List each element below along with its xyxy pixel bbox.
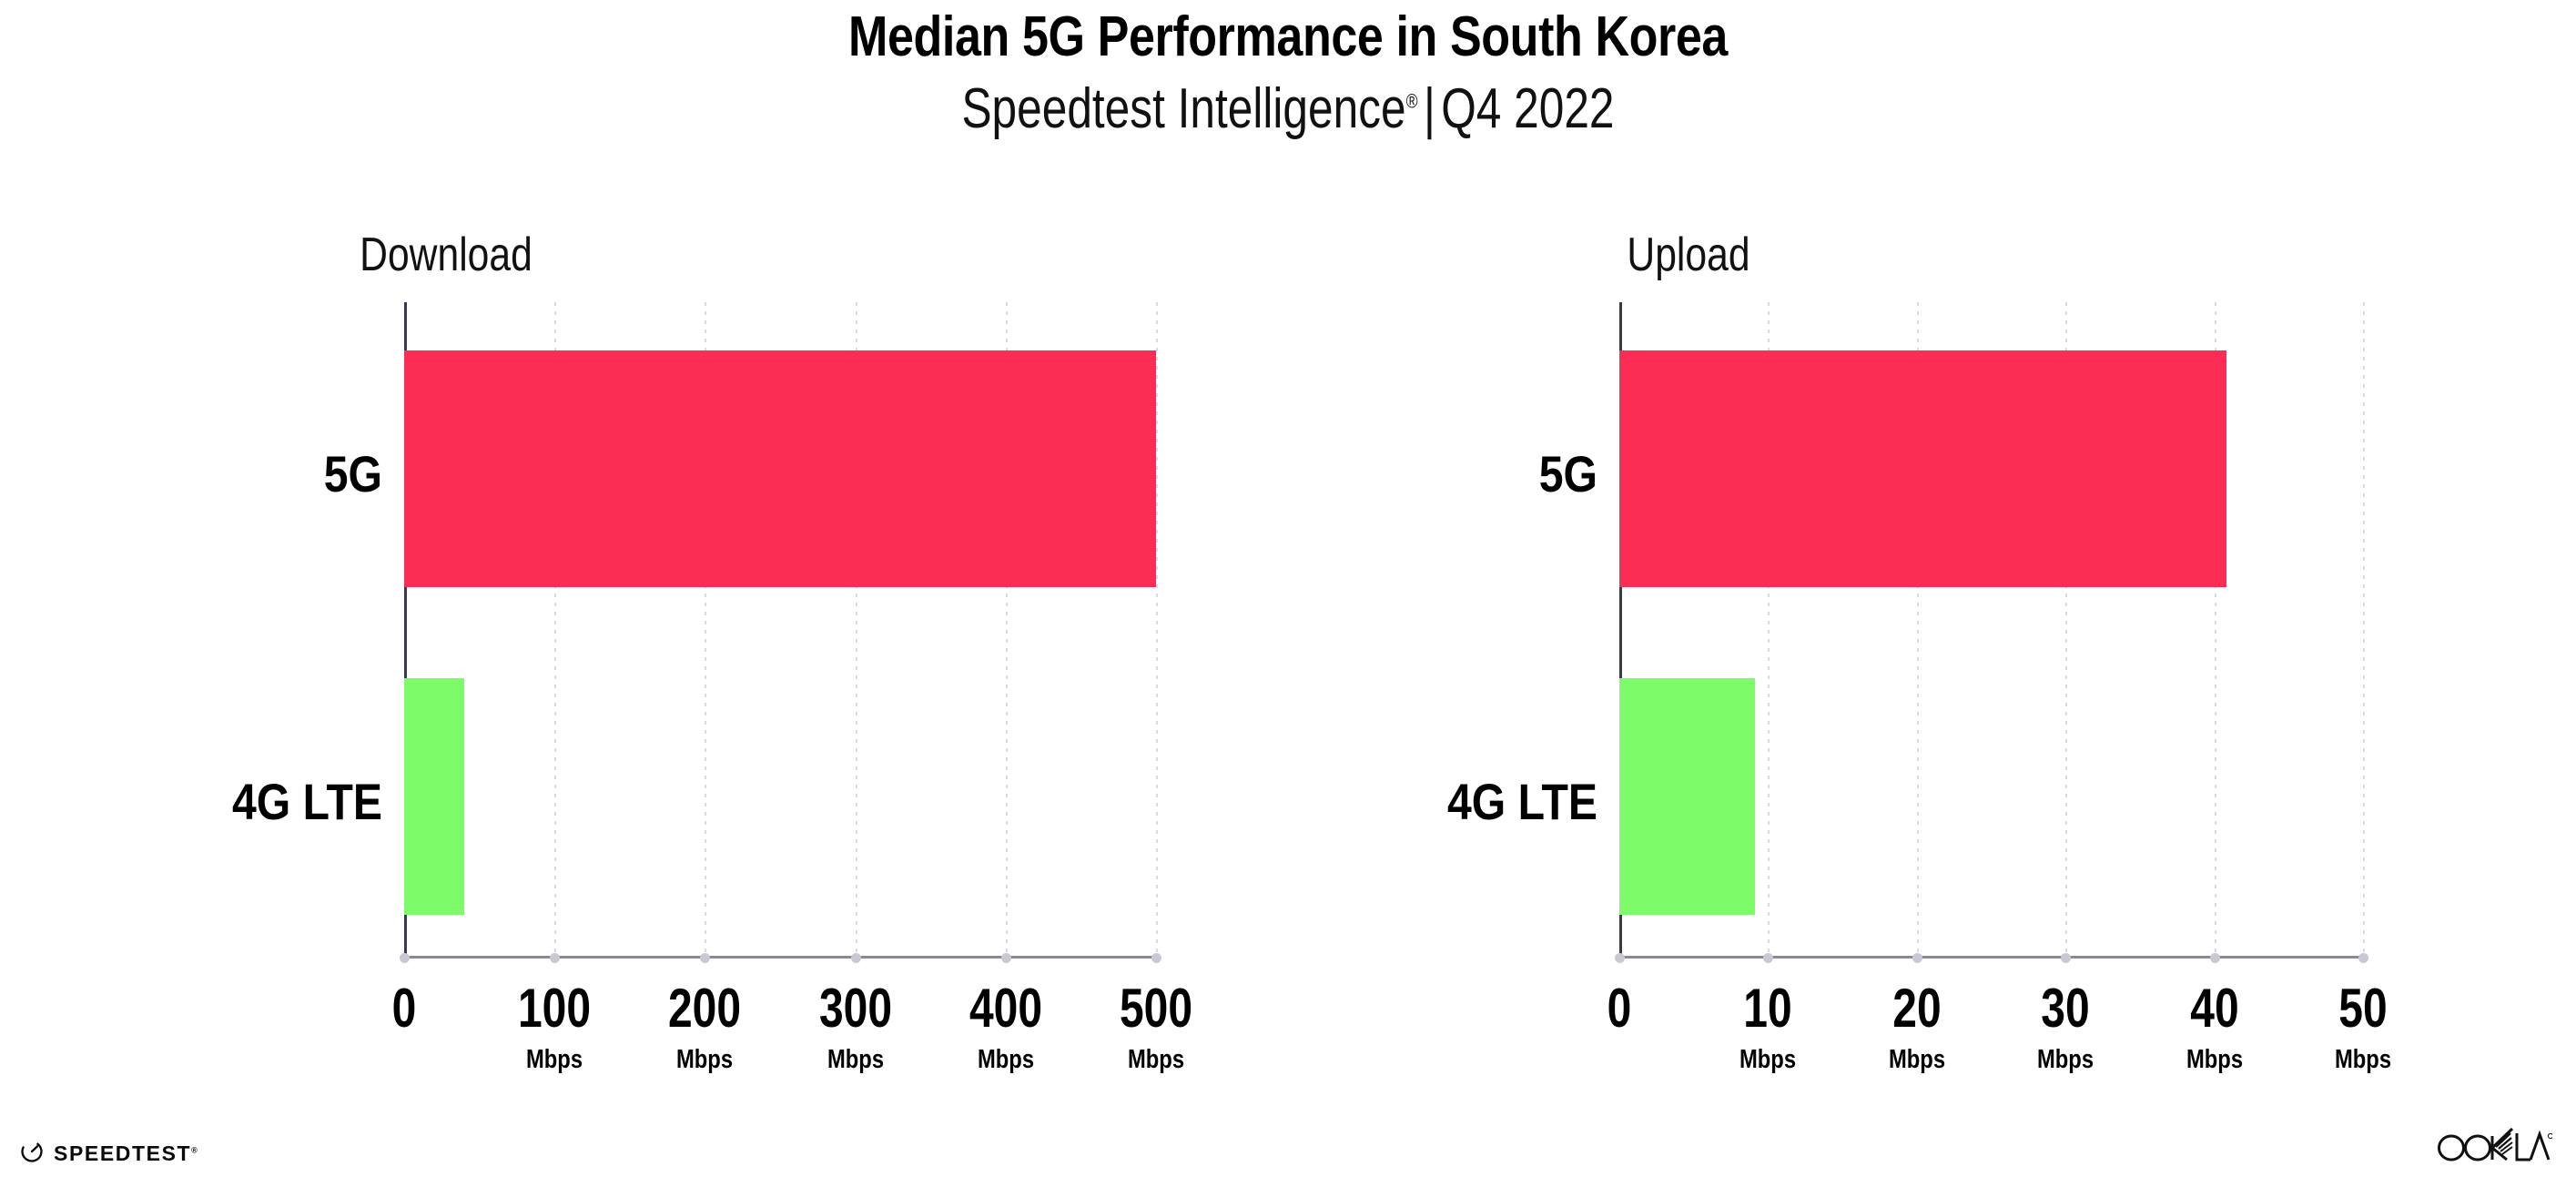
gridline-download-200 [705, 302, 706, 956]
panel-title-upload: Upload [1627, 228, 1750, 281]
bar-upload-5g [1619, 350, 2226, 587]
panel-title-download: Download [360, 228, 532, 281]
tick-number: 30 [2041, 978, 2090, 1039]
tick-label-upload-50: 50 Mbps [2281, 981, 2445, 1073]
tick-unit: Mbps [675, 1045, 734, 1074]
gridline-upload-10 [1768, 302, 1770, 956]
category-label-download-5g: 5G [323, 445, 382, 502]
tick-unit: Mbps [1127, 1045, 1185, 1074]
gridline-upload-20 [1917, 302, 1919, 956]
x-axis-line-download [404, 956, 1156, 959]
tick-unit: Mbps [1888, 1045, 1946, 1074]
tick-number: 0 [391, 978, 417, 1039]
tick-dot-upload-20 [1912, 953, 1922, 963]
ookla-logo-icon [2436, 1125, 2554, 1170]
bar-download-4g-lte [404, 678, 464, 915]
title-block: Median 5G Performance in South Korea Spe… [0, 7, 2576, 145]
subtitle-product: Speedtest Intelligence [961, 77, 1406, 141]
tick-number: 10 [1743, 978, 1792, 1039]
ookla-logo [2436, 1125, 2554, 1170]
tick-dot-download-400 [1001, 953, 1011, 963]
tick-unit: Mbps [2036, 1045, 2094, 1074]
tick-unit: Mbps [2334, 1045, 2392, 1074]
tick-number: 500 [1119, 978, 1193, 1039]
tick-label-upload-30: 30 Mbps [1983, 981, 2147, 1073]
tick-number: 300 [818, 978, 893, 1039]
tick-dot-upload-0 [1615, 953, 1625, 963]
tick-number: 100 [517, 978, 592, 1039]
gridline-download-400 [1006, 302, 1008, 956]
tick-dot-upload-30 [2061, 953, 2071, 963]
speedometer-icon [20, 1140, 44, 1168]
tick-label-download-0: 0 [322, 981, 486, 1047]
subtitle-period: Q4 2022 [1441, 77, 1615, 141]
category-label-upload-4g-lte: 4G LTE [1446, 773, 1597, 830]
tick-number: 20 [1892, 978, 1942, 1039]
y-axis-line-download [404, 302, 407, 956]
tick-label-upload-0: 0 [1537, 981, 1701, 1047]
page-title: Median 5G Performance in South Korea [848, 5, 1728, 68]
tick-label-download-500: 500 Mbps [1074, 981, 1238, 1073]
gridline-download-300 [856, 302, 857, 956]
y-axis-line-upload [1619, 302, 1622, 956]
plot-area-download [400, 302, 1161, 963]
bar-upload-4g-lte [1619, 678, 1755, 915]
gridline-download-100 [554, 302, 556, 956]
tick-dot-download-0 [400, 953, 410, 963]
tick-label-upload-10: 10 Mbps [1686, 981, 1850, 1073]
gridline-download-500 [1156, 302, 1158, 956]
tick-number: 400 [969, 978, 1043, 1039]
page-subtitle: Speedtest Intelligence® | Q4 2022 [258, 74, 2318, 145]
category-label-upload-5g: 5G [1538, 445, 1597, 502]
tick-dot-download-500 [1151, 953, 1161, 963]
tick-unit: Mbps [525, 1045, 583, 1074]
registered-mark-icon: ® [1405, 89, 1418, 113]
bar-download-5g [404, 350, 1156, 587]
speedtest-wordmark-text: SPEEDTEST [54, 1141, 192, 1165]
tick-dot-upload-50 [2358, 953, 2368, 963]
tick-unit: Mbps [827, 1045, 885, 1074]
tick-dot-download-200 [700, 953, 710, 963]
tick-dot-download-100 [550, 953, 560, 963]
speedtest-logo: SPEEDTEST® [20, 1140, 198, 1168]
gridline-upload-50 [2363, 302, 2365, 956]
tick-dot-upload-40 [2210, 953, 2220, 963]
x-axis-line-upload [1619, 956, 2363, 959]
registered-mark-icon: ® [191, 1145, 198, 1155]
tick-label-download-400: 400 Mbps [924, 981, 1088, 1073]
tick-number: 0 [1607, 978, 1632, 1039]
tick-number: 50 [2338, 978, 2388, 1039]
category-label-download-4g-lte: 4G LTE [231, 773, 382, 830]
tick-label-upload-20: 20 Mbps [1835, 981, 1999, 1073]
tick-label-upload-40: 40 Mbps [2133, 981, 2297, 1073]
tick-dot-upload-10 [1763, 953, 1773, 963]
tick-number: 200 [667, 978, 742, 1039]
plot-area-upload [1615, 302, 2368, 963]
gridline-upload-30 [2065, 302, 2067, 956]
tick-label-download-100: 100 Mbps [472, 981, 636, 1073]
tick-unit: Mbps [1739, 1045, 1797, 1074]
speedtest-wordmark: SPEEDTEST® [54, 1141, 198, 1166]
tick-dot-download-300 [851, 953, 861, 963]
tick-unit: Mbps [977, 1045, 1035, 1074]
tick-label-download-200: 200 Mbps [623, 981, 786, 1073]
tick-unit: Mbps [2186, 1045, 2244, 1074]
tick-number: 40 [2190, 978, 2239, 1039]
gridline-upload-40 [2215, 302, 2216, 956]
subtitle-separator: | [1423, 77, 1435, 141]
tick-label-download-300: 300 Mbps [774, 981, 938, 1073]
